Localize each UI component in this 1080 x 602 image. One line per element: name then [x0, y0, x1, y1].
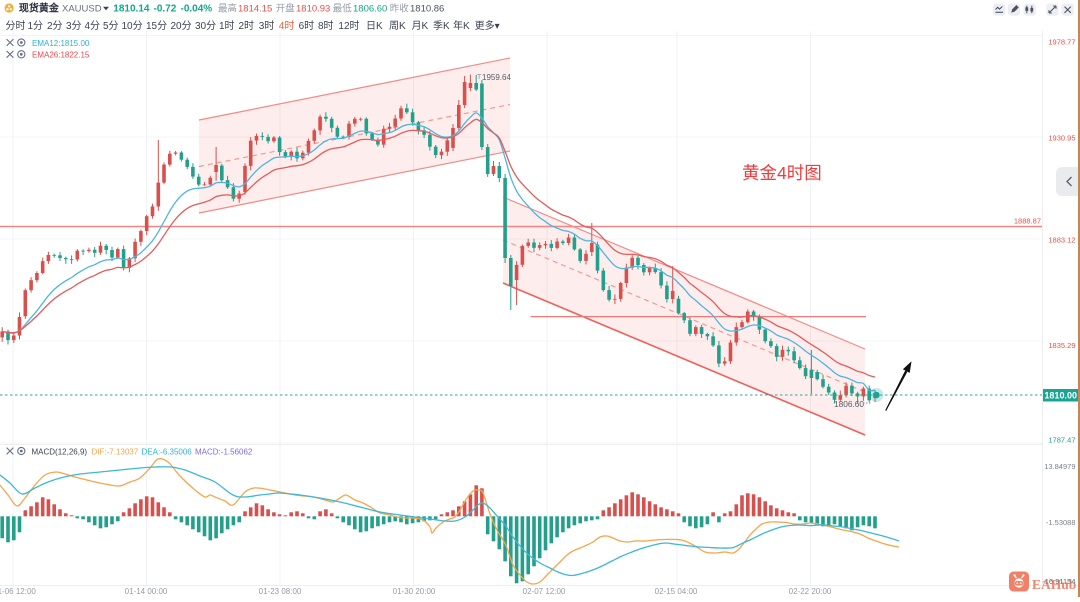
svg-text:1810.00: 1810.00: [1044, 391, 1077, 401]
svg-text:MACD:-1.56062: MACD:-1.56062: [195, 447, 253, 456]
svg-text:1814.15: 1814.15: [238, 3, 272, 14]
svg-text:01-23 08:00: 01-23 08:00: [259, 587, 302, 596]
svg-text:02-22 20:00: 02-22 20:00: [789, 587, 832, 596]
svg-text:02-15 04:00: 02-15 04:00: [655, 587, 698, 596]
svg-text:1835.29: 1835.29: [1048, 341, 1075, 350]
svg-text:-0.72: -0.72: [154, 4, 177, 15]
svg-text:01-14 00:00: 01-14 00:00: [125, 587, 168, 596]
svg-text:现货黄金: 现货黄金: [19, 2, 60, 15]
svg-text:1978.77: 1978.77: [1048, 38, 1075, 47]
svg-text:-0.04%: -0.04%: [181, 4, 213, 15]
svg-text:01-06 12:00: 01-06 12:00: [0, 587, 36, 596]
svg-text:EMA12:1815.00: EMA12:1815.00: [32, 39, 90, 48]
svg-text:XAUUSD: XAUUSD: [62, 4, 102, 15]
svg-text:黄金4时图: 黄金4时图: [742, 163, 822, 183]
svg-text:DIF:-7.13037: DIF:-7.13037: [92, 447, 139, 456]
svg-text:DEA:-6.35006: DEA:-6.35006: [142, 447, 193, 456]
svg-text:1806.60: 1806.60: [834, 399, 864, 409]
svg-text:昨收: 昨收: [390, 2, 410, 14]
svg-text:最高: 最高: [218, 2, 237, 14]
svg-text:MACD(12,26,9): MACD(12,26,9): [32, 447, 88, 456]
svg-text:13.84979: 13.84979: [1044, 462, 1075, 471]
svg-text:-16.91154: -16.91154: [1042, 577, 1075, 586]
svg-text:开盘: 开盘: [276, 2, 296, 14]
svg-text:EAHub: EAHub: [1032, 577, 1076, 592]
svg-text:1787.47: 1787.47: [1048, 436, 1075, 445]
svg-text:02-07 12:00: 02-07 12:00: [523, 587, 566, 596]
svg-text:1888.87: 1888.87: [1014, 217, 1041, 226]
svg-text:EMA26:1822.15: EMA26:1822.15: [32, 51, 90, 60]
svg-text:T: T: [477, 74, 482, 81]
svg-text:1806.60: 1806.60: [353, 3, 387, 14]
svg-text:1930.95: 1930.95: [1048, 134, 1075, 143]
svg-text:最低: 最低: [333, 2, 353, 14]
svg-text:1810.14: 1810.14: [113, 4, 150, 15]
svg-text:01-30 20:00: 01-30 20:00: [393, 587, 436, 596]
svg-text:-16.91154: -16.91154: [1042, 577, 1075, 586]
svg-text:1883.12: 1883.12: [1048, 236, 1075, 245]
svg-text:-1.53088: -1.53088: [1046, 518, 1076, 527]
svg-text:1810.93: 1810.93: [296, 3, 330, 14]
svg-text:1959.64: 1959.64: [482, 73, 511, 82]
svg-text:1810.86: 1810.86: [410, 3, 444, 14]
